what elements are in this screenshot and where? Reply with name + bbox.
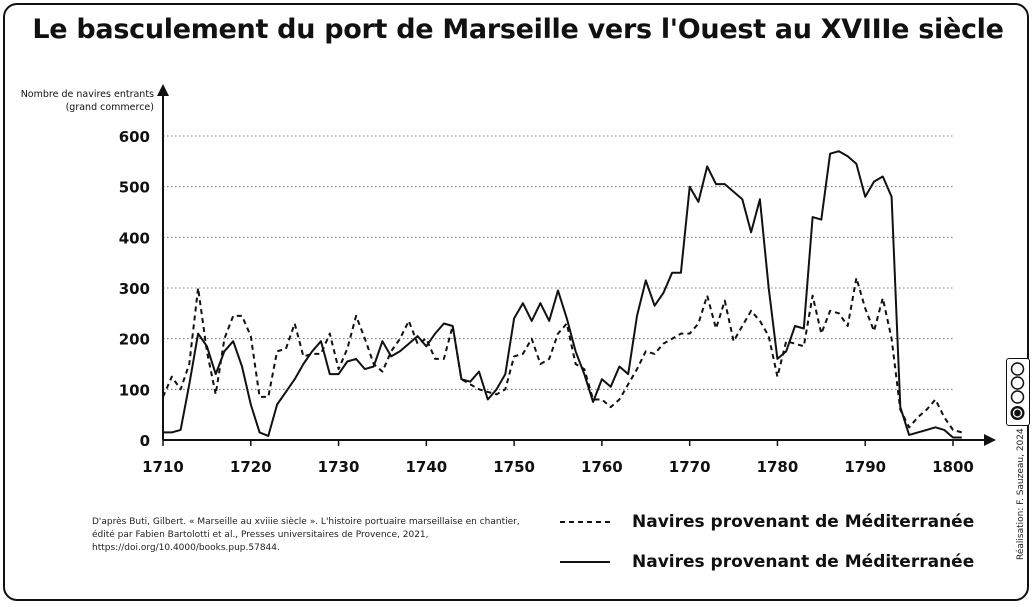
- legend-swatch-dashed: [560, 521, 610, 523]
- source-line-2: édité par Fabien Bartolotti et al., Pres…: [92, 530, 429, 540]
- y-axis-label-line1: Nombre de navires entrants: [20, 89, 154, 100]
- x-tick-label: 1710: [142, 458, 184, 476]
- legend-label-dashed: Navires provenant de Méditerranée: [632, 512, 975, 532]
- credit-text: Réalisation: F. Sauzeau, 2024: [1016, 428, 1026, 560]
- legend-item-solid: Navires provenant de Méditerranée: [560, 552, 974, 572]
- x-axis-arrow: [984, 434, 996, 446]
- x-tick-label: 1780: [757, 458, 799, 476]
- axes: [157, 84, 996, 446]
- x-tick-label: 1750: [493, 458, 535, 476]
- legend-label-solid: Navires provenant de Méditerranée: [632, 552, 975, 572]
- x-tick-label: 1720: [230, 458, 272, 476]
- y-axis-arrow: [157, 84, 169, 96]
- y-axis-label: Nombre de navires entrants (grand commer…: [14, 88, 154, 114]
- y-tick-label: 100: [119, 381, 150, 399]
- y-tick-labels: 0 100 200 300 400 500 600: [119, 128, 150, 450]
- y-tick-label: 400: [119, 229, 150, 247]
- x-tick-labels: 1710 1720 1730 1740 1750 1760 1770 1780 1790 1800: [142, 440, 974, 476]
- x-tick-label: 1790: [844, 458, 886, 476]
- series-lines: [162, 150, 963, 439]
- x-tick-label: 1740: [405, 458, 447, 476]
- cc-by-nc-sa-icon: [1006, 358, 1030, 426]
- source-line-1: D'après Buti, Gilbert. « Marseille au xv…: [92, 517, 520, 527]
- x-tick-label: 1800: [932, 458, 974, 476]
- y-tick-label: 200: [119, 331, 150, 349]
- y-tick-label: 300: [119, 280, 150, 298]
- series-line-dashed: [162, 276, 963, 434]
- grid-lines: [163, 135, 955, 390]
- x-tick-label: 1730: [318, 458, 360, 476]
- source-line-3: https://doi.org/10.4000/books.pup.57844.: [92, 543, 280, 553]
- legend-swatch-solid: [560, 561, 610, 563]
- y-tick-label: 600: [119, 128, 150, 146]
- legend-item-dashed: Navires provenant de Méditerranée: [560, 512, 974, 532]
- y-tick-label: 500: [119, 179, 150, 197]
- chart-frame: [3, 3, 1029, 601]
- y-axis-label-line2: (grand commerce): [65, 102, 154, 113]
- chart-title: Le basculement du port de Marseille vers…: [32, 14, 1004, 45]
- x-tick-label: 1770: [669, 458, 711, 476]
- y-tick-label: 0: [140, 432, 150, 450]
- source-note: D'après Buti, Gilbert. « Marseille au xv…: [92, 516, 532, 555]
- x-tick-label: 1760: [581, 458, 623, 476]
- series-line-solid: [163, 150, 962, 439]
- license-glyphs: [1010, 362, 1025, 420]
